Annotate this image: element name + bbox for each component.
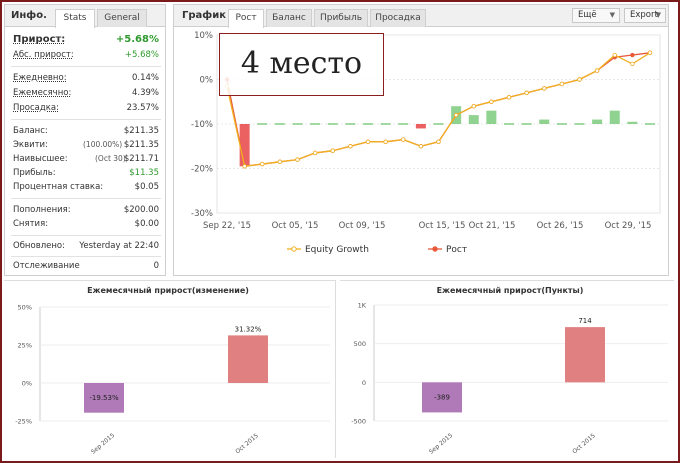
divider — [11, 235, 161, 236]
stat-note: (Oct 30) — [95, 154, 126, 163]
monthly-change-panel — [4, 280, 336, 458]
stat-note: (100.00%) — [83, 140, 123, 149]
divider — [11, 256, 161, 257]
tab-general[interactable]: General — [97, 9, 147, 27]
stat-value: 0 — [153, 261, 159, 271]
stat-label: Пополнения: — [13, 205, 71, 215]
divider — [11, 119, 161, 120]
stat-label: Прибыль: — [13, 168, 56, 178]
export-button[interactable]: Export ▼ — [624, 8, 666, 23]
divider — [11, 66, 161, 67]
stat-label: Снятия: — [13, 219, 49, 229]
tab-profit[interactable]: Прибыль — [314, 9, 368, 27]
chevron-down-icon: ▼ — [655, 11, 661, 19]
stat-value: +5.68% — [115, 34, 159, 45]
stat-label: Абс. прирост: — [13, 50, 74, 60]
chart-tabs: График Рост Баланс Прибыль Просадка Ещё ▼… — [174, 5, 668, 28]
stat-value: $200.00 — [123, 205, 159, 215]
more-button[interactable]: Ещё ▼ — [572, 8, 620, 23]
stat-value: $0.05 — [134, 182, 159, 192]
tab-balance[interactable]: Баланс — [266, 9, 312, 27]
info-title: Инфо. — [11, 10, 47, 21]
info-panel: Инфо. Stats General Прирост: +5.68% Абс.… — [4, 4, 166, 276]
tab-stats[interactable]: Stats — [55, 9, 95, 28]
stat-value: $211.35 — [123, 126, 159, 136]
stat-label: Обновлено: — [13, 241, 65, 251]
export-button-label: Export — [630, 10, 658, 20]
chart-panel-title: График — [182, 10, 226, 21]
stat-value: 23.57% — [126, 103, 159, 113]
stat-value: +5.68% — [124, 50, 159, 60]
stat-value: 0.14% — [131, 73, 159, 83]
more-button-label: Ещё — [578, 10, 597, 20]
stat-label: Ежемесячно: — [13, 88, 72, 98]
stat-value: $0.00 — [134, 219, 159, 229]
divider — [11, 198, 161, 199]
stat-label: Наивысшее: — [13, 154, 68, 164]
tab-drawdown[interactable]: Просадка — [370, 9, 426, 27]
info-tabs: Инфо. Stats General — [5, 5, 165, 28]
stat-label: Процентная ставка: — [13, 182, 104, 192]
tab-growth[interactable]: Рост — [228, 9, 264, 28]
stat-label: Эквити: — [13, 140, 48, 150]
stat-value: Yesterday at 22:40 — [79, 241, 159, 251]
stat-label: Просадка: — [13, 103, 59, 113]
chevron-down-icon: ▼ — [609, 11, 615, 19]
stat-value: $211.71 — [123, 154, 159, 164]
stat-value: $211.35 — [123, 140, 159, 150]
place-overlay: 4 место — [219, 33, 384, 96]
monthly-points-panel — [340, 280, 674, 458]
stat-label: Отслеживание — [13, 261, 80, 271]
stat-value: 4.39% — [131, 88, 159, 98]
stat-label: Баланс: — [13, 126, 48, 136]
stat-value: $11.35 — [129, 168, 159, 178]
stat-label: Прирост: — [13, 34, 66, 45]
stat-label: Ежедневно: — [13, 73, 67, 83]
